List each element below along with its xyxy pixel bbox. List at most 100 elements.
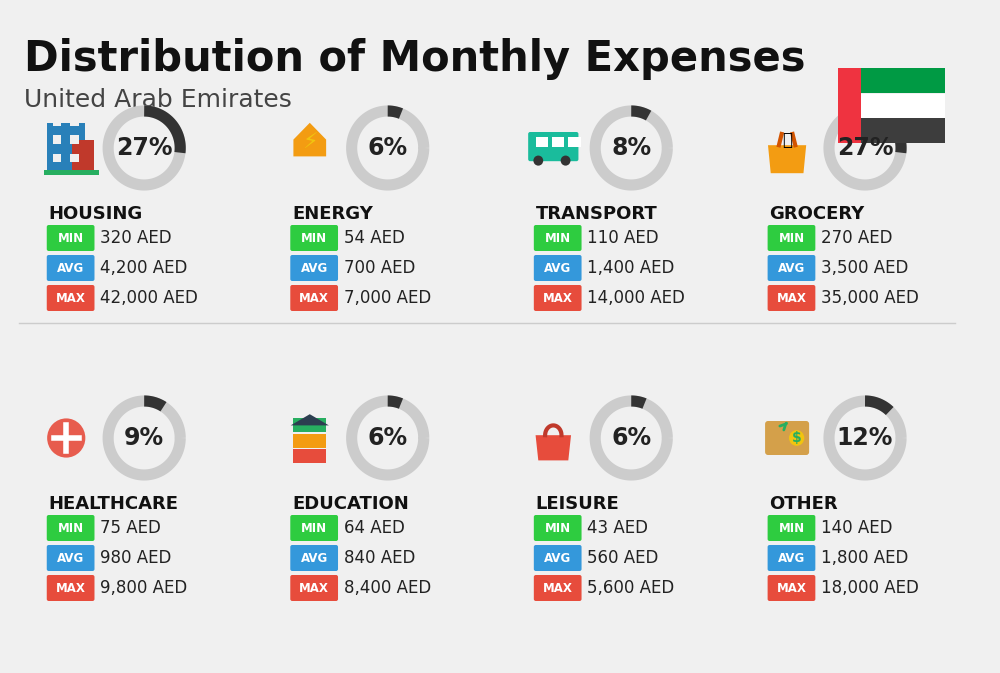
FancyBboxPatch shape (768, 225, 815, 251)
FancyBboxPatch shape (552, 137, 564, 147)
Text: 320 AED: 320 AED (100, 229, 172, 247)
Text: AVG: AVG (57, 262, 84, 275)
Text: 4,200 AED: 4,200 AED (100, 259, 188, 277)
FancyBboxPatch shape (47, 122, 85, 173)
Text: EDUCATION: EDUCATION (292, 495, 409, 513)
Text: 8,400 AED: 8,400 AED (344, 579, 431, 597)
Text: Distribution of Monthly Expenses: Distribution of Monthly Expenses (24, 38, 806, 80)
Text: 42,000 AED: 42,000 AED (100, 289, 198, 307)
Text: MAX: MAX (299, 291, 329, 304)
Text: 3,500 AED: 3,500 AED (821, 259, 909, 277)
FancyBboxPatch shape (768, 255, 815, 281)
Text: AVG: AVG (544, 551, 571, 565)
FancyBboxPatch shape (861, 68, 945, 93)
Text: ⚡: ⚡ (302, 133, 318, 152)
Text: 6%: 6% (368, 426, 408, 450)
Text: MAX: MAX (777, 581, 806, 594)
FancyBboxPatch shape (534, 225, 582, 251)
Text: 14,000 AED: 14,000 AED (587, 289, 685, 307)
FancyBboxPatch shape (534, 515, 582, 541)
FancyBboxPatch shape (47, 545, 94, 571)
Text: MIN: MIN (778, 232, 805, 244)
FancyBboxPatch shape (568, 137, 581, 147)
Text: GROCERY: GROCERY (770, 205, 865, 223)
Text: MAX: MAX (299, 581, 329, 594)
Text: MAX: MAX (543, 291, 573, 304)
Text: MAX: MAX (777, 291, 806, 304)
Text: MAX: MAX (543, 581, 573, 594)
Text: 43 AED: 43 AED (587, 519, 648, 537)
Text: 54 AED: 54 AED (344, 229, 405, 247)
FancyBboxPatch shape (290, 255, 338, 281)
FancyBboxPatch shape (70, 135, 79, 144)
Text: 980 AED: 980 AED (100, 549, 172, 567)
FancyBboxPatch shape (53, 153, 61, 162)
FancyBboxPatch shape (768, 515, 815, 541)
FancyBboxPatch shape (293, 449, 326, 463)
Text: AVG: AVG (57, 551, 84, 565)
Text: United Arab Emirates: United Arab Emirates (24, 88, 292, 112)
Text: MIN: MIN (301, 232, 327, 244)
FancyBboxPatch shape (70, 117, 79, 126)
Text: 270 AED: 270 AED (821, 229, 893, 247)
Text: MIN: MIN (778, 522, 805, 534)
FancyBboxPatch shape (534, 255, 582, 281)
Text: 64 AED: 64 AED (344, 519, 405, 537)
FancyBboxPatch shape (53, 135, 61, 144)
FancyBboxPatch shape (861, 94, 945, 118)
Text: 18,000 AED: 18,000 AED (821, 579, 919, 597)
Text: 12%: 12% (837, 426, 893, 450)
FancyBboxPatch shape (768, 285, 815, 311)
FancyBboxPatch shape (536, 137, 548, 147)
FancyBboxPatch shape (72, 139, 94, 173)
Text: 140 AED: 140 AED (821, 519, 893, 537)
Text: AVG: AVG (778, 551, 805, 565)
Text: TRANSPORT: TRANSPORT (536, 205, 658, 223)
Text: 5,600 AED: 5,600 AED (587, 579, 675, 597)
Text: ENERGY: ENERGY (292, 205, 373, 223)
FancyBboxPatch shape (47, 515, 94, 541)
Circle shape (533, 155, 543, 166)
FancyBboxPatch shape (53, 117, 61, 126)
Text: AVG: AVG (778, 262, 805, 275)
FancyBboxPatch shape (47, 575, 94, 601)
Text: MIN: MIN (301, 522, 327, 534)
Text: HEALTHCARE: HEALTHCARE (49, 495, 179, 513)
Text: HOUSING: HOUSING (49, 205, 143, 223)
Text: 7,000 AED: 7,000 AED (344, 289, 431, 307)
Text: 27%: 27% (116, 136, 172, 160)
Text: 840 AED: 840 AED (344, 549, 415, 567)
Text: MAX: MAX (56, 581, 86, 594)
FancyBboxPatch shape (290, 575, 338, 601)
FancyBboxPatch shape (47, 255, 94, 281)
Text: 27%: 27% (837, 136, 893, 160)
Text: 75 AED: 75 AED (100, 519, 161, 537)
Text: 700 AED: 700 AED (344, 259, 415, 277)
FancyBboxPatch shape (534, 545, 582, 571)
FancyBboxPatch shape (47, 285, 94, 311)
Text: 560 AED: 560 AED (587, 549, 659, 567)
FancyBboxPatch shape (765, 421, 809, 455)
Polygon shape (536, 435, 571, 460)
Text: 1,800 AED: 1,800 AED (821, 549, 909, 567)
Text: MIN: MIN (545, 232, 571, 244)
Text: $: $ (792, 431, 802, 445)
FancyBboxPatch shape (290, 285, 338, 311)
FancyBboxPatch shape (293, 434, 326, 448)
FancyBboxPatch shape (44, 170, 99, 174)
Text: MAX: MAX (56, 291, 86, 304)
Text: 8%: 8% (611, 136, 651, 160)
FancyBboxPatch shape (838, 68, 861, 143)
Text: OTHER: OTHER (770, 495, 838, 513)
Circle shape (789, 430, 804, 446)
Text: 110 AED: 110 AED (587, 229, 659, 247)
Text: 1,400 AED: 1,400 AED (587, 259, 675, 277)
FancyBboxPatch shape (290, 515, 338, 541)
Text: MIN: MIN (58, 232, 84, 244)
FancyBboxPatch shape (534, 285, 582, 311)
FancyBboxPatch shape (534, 575, 582, 601)
FancyBboxPatch shape (290, 225, 338, 251)
FancyBboxPatch shape (768, 575, 815, 601)
Text: AVG: AVG (301, 262, 328, 275)
Polygon shape (293, 122, 326, 156)
